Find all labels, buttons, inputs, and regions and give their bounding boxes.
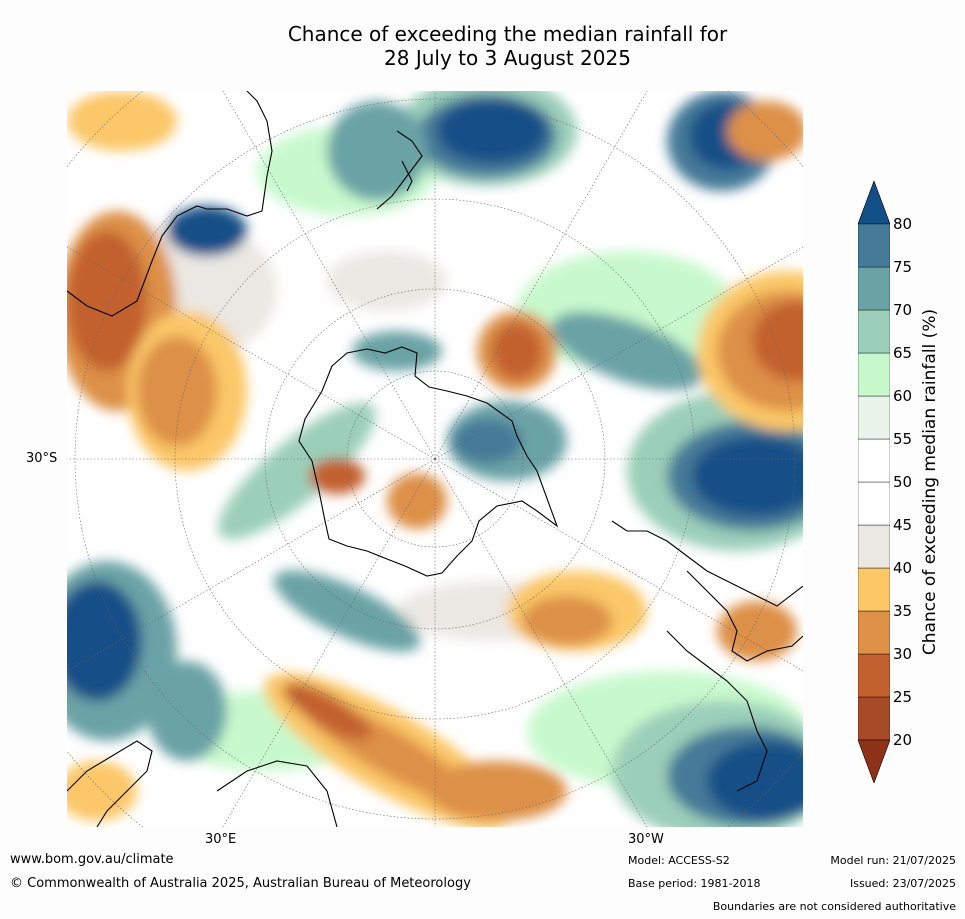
colorbar-bin-30-35 bbox=[858, 610, 890, 655]
africa-coastline bbox=[67, 740, 338, 827]
footer-url[interactable]: www.bom.gov.au/climate bbox=[10, 852, 174, 867]
colorbar-tick-label: 75 bbox=[893, 258, 913, 276]
colorbar-extend-top bbox=[858, 181, 890, 225]
colorbar-bin-40-45 bbox=[858, 524, 890, 569]
africa-southern-tip bbox=[666, 630, 768, 792]
colorbar-bin-45-50 bbox=[858, 481, 890, 526]
longitude-label-30e: 30°E bbox=[205, 832, 237, 847]
colorbar-ticks: 20 25 30 35 40 45 50 55 60 65 70 75 80 bbox=[893, 181, 923, 783]
colorbar-tick-label: 25 bbox=[893, 688, 913, 706]
footer-model-run: Model run: 21/07/2025 bbox=[830, 854, 956, 867]
colorbar-tick-label: 65 bbox=[893, 344, 913, 362]
colorbar-tick-label: 45 bbox=[893, 516, 913, 534]
antarctica-coastline bbox=[298, 346, 559, 577]
colorbar-tick-label: 50 bbox=[893, 473, 913, 491]
colorbar-bin-25-30 bbox=[858, 653, 890, 698]
latitude-label-30s: 30°S bbox=[26, 451, 58, 466]
rainfall-anomaly-field bbox=[67, 91, 803, 827]
south-america-coastline bbox=[611, 520, 803, 662]
colorbar-bin-65-70 bbox=[858, 309, 890, 354]
australia-coastline bbox=[67, 91, 273, 317]
colorbar-bin-20-25 bbox=[858, 696, 890, 741]
colorbar-bin-55-60 bbox=[858, 395, 890, 440]
colorbar-tick-label: 55 bbox=[893, 430, 913, 448]
colorbar-tick-label: 80 bbox=[893, 215, 913, 233]
coastlines bbox=[67, 91, 803, 827]
colorbar-tick-label: 70 bbox=[893, 301, 913, 319]
rainfall-map bbox=[67, 91, 803, 827]
colorbar-tick-label: 20 bbox=[893, 731, 913, 749]
colorbar-bin-60-65 bbox=[858, 352, 890, 397]
graticule bbox=[67, 91, 803, 827]
longitude-label-30w: 30°W bbox=[628, 832, 664, 847]
footer-copyright: © Commonwealth of Australia 2025, Austra… bbox=[10, 876, 471, 891]
colorbar-tick-label: 40 bbox=[893, 559, 913, 577]
colorbar-bin-35-40 bbox=[858, 567, 890, 612]
colorbar-bin-70-75 bbox=[858, 266, 890, 311]
new-zealand-coastline bbox=[376, 130, 423, 210]
colorbar-bin-75-80 bbox=[858, 223, 890, 268]
map-panel bbox=[67, 91, 803, 827]
footer-disclaimer: Boundaries are not considered authoritat… bbox=[712, 900, 956, 913]
colorbar-label-text: Chance of exceeding median rainfall (%) bbox=[920, 308, 940, 656]
colorbar-tick-label: 30 bbox=[893, 645, 913, 663]
chart-title: Chance of exceeding the median rainfall … bbox=[200, 22, 815, 70]
footer-model: Model: ACCESS-S2 bbox=[628, 854, 730, 867]
footer-base-period: Base period: 1981-2018 bbox=[628, 877, 761, 890]
title-line-1: Chance of exceeding the median rainfall … bbox=[287, 22, 728, 46]
colorbar-bin-50-55 bbox=[858, 438, 890, 483]
colorbar bbox=[858, 181, 890, 783]
title-line-2: 28 July to 3 August 2025 bbox=[384, 46, 631, 70]
footer-issued: Issued: 23/07/2025 bbox=[849, 877, 956, 890]
colorbar-extend-bottom bbox=[858, 739, 890, 783]
colorbar-tick-label: 35 bbox=[893, 602, 913, 620]
colorbar-tick-label: 60 bbox=[893, 387, 913, 405]
